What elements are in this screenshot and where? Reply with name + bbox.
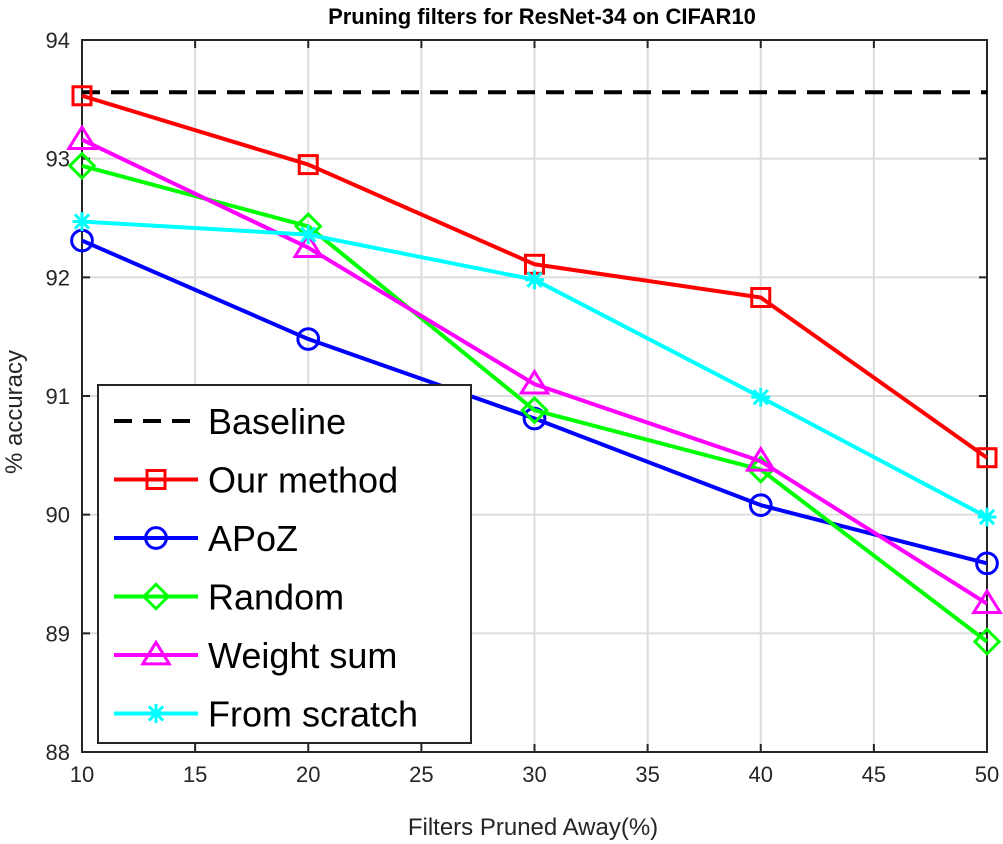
legend-label: From scratch [208,694,418,735]
chart-title: Pruning filters for ResNet-34 on CIFAR10 [328,4,756,29]
x-tick-label: 25 [409,762,433,787]
data-point-marker [144,526,168,550]
data-point-marker [520,395,549,425]
legend-entry: Weight sum [114,635,397,676]
data-point-marker [146,704,166,723]
series-line [81,163,989,644]
data-point-marker [971,588,1003,614]
data-point-marker [298,225,318,245]
series-from-scratch [72,212,997,527]
x-tick-label: 50 [975,762,999,787]
data-point-marker [751,387,771,407]
data-point-marker [297,154,319,176]
data-point-marker [145,469,167,490]
data-point-marker [66,124,98,150]
x-tick-label: 40 [749,762,773,787]
data-point-marker [750,287,772,309]
legend-label: Random [208,577,344,618]
x-tick-label: 35 [635,762,659,787]
x-tick-label: 45 [862,762,886,787]
series-line [81,93,989,460]
x-tick-label: 15 [183,762,207,787]
data-point-marker [748,493,773,518]
data-point-marker [72,212,92,232]
series-weight-sum [66,124,1003,614]
legend-entry: Random [114,577,344,618]
legend-box [97,384,472,744]
legend-entry: Baseline [114,401,346,442]
data-point-marker [975,551,999,576]
data-point-marker [977,507,997,527]
data-point-marker [141,582,171,611]
data-point-marker [140,639,172,666]
y-tick-label: 94 [46,28,70,53]
legend-label: Weight sum [208,635,397,676]
legend-label: APoZ [208,518,298,559]
data-point-marker [976,447,998,469]
series-line [81,137,989,606]
data-point-marker [71,85,93,107]
data-point-marker [292,232,325,258]
x-tick-label: 10 [70,762,94,787]
y-tick-label: 92 [46,265,70,290]
x-axis-label: Filters Pruned Away(%) [408,814,658,841]
series-our-method [71,85,998,469]
y-tick-label: 90 [46,503,70,528]
y-tick-label: 91 [46,384,70,409]
legend: Baseline Our method APoZ Random Weight sum Fr… [97,384,472,744]
y-tick-label: 89 [46,621,70,646]
x-tick-label: 20 [296,762,320,787]
data-point-marker [67,151,97,181]
data-point-marker [525,270,544,290]
legend-label: Baseline [208,401,346,442]
x-tick-label: 30 [522,762,546,787]
legend-entry: APoZ [114,518,298,559]
data-point-marker [744,445,777,472]
data-point-marker [972,627,1002,656]
data-point-marker [518,368,551,395]
axis-ticks: 10 15 20 25 30 35 40 45 50 88 89 90 91 92 93 94 [46,28,1000,787]
y-tick-label: 88 [46,740,70,765]
y-axis-label: % accuracy [1,350,28,474]
series-layer [66,85,1003,656]
legend-entry: Our method [114,460,398,501]
legend-entry: From scratch [114,694,418,735]
data-point-marker [296,327,321,351]
legend-label: Our method [208,460,398,501]
y-tick-label: 93 [46,147,70,172]
